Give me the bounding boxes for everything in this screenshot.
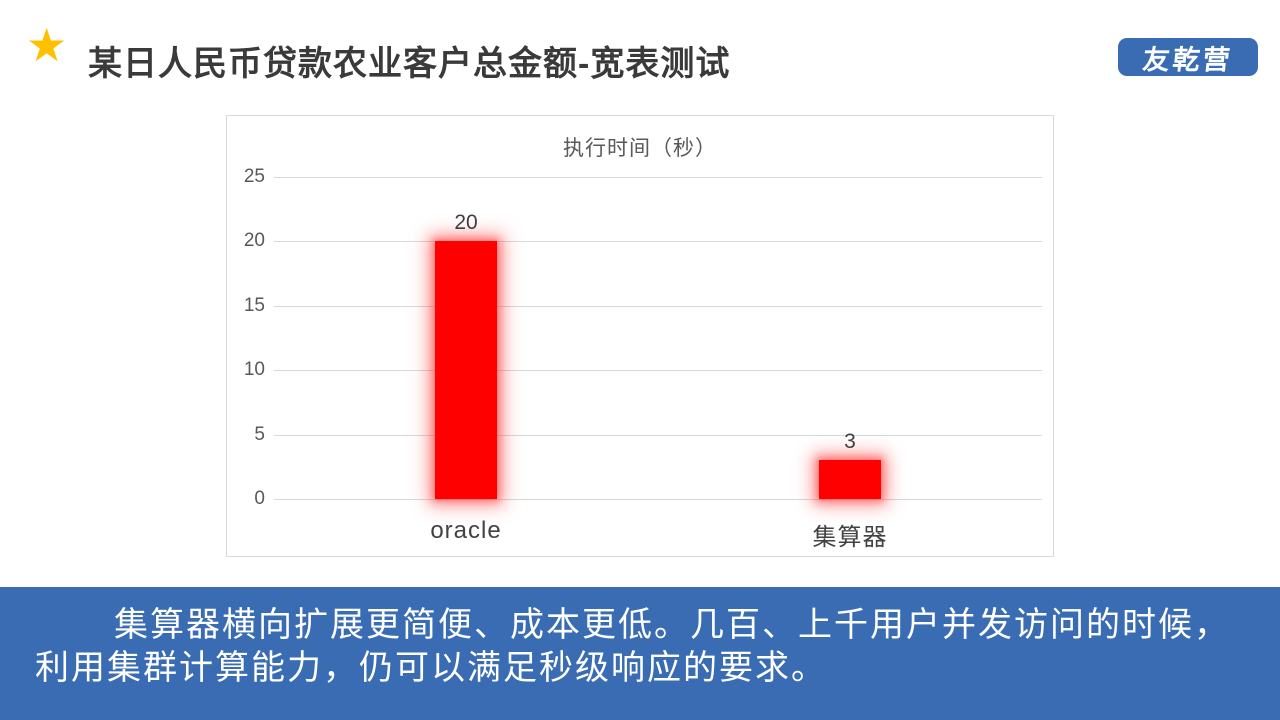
gridline-y25 — [274, 177, 1042, 178]
bar-oracle — [435, 241, 497, 499]
gridline-y20 — [274, 241, 1042, 243]
y-tick-label-20: 20 — [243, 230, 265, 252]
chart-title: 执行时间（秒） — [563, 137, 717, 160]
y-tick-label-10: 10 — [243, 359, 265, 381]
brand-badge: 友乾营 — [1118, 38, 1258, 76]
y-tick-label-25: 25 — [243, 166, 265, 187]
bar-集算器 — [819, 460, 881, 499]
page-title: 某日人民币贷款农业客户总金额-宽表测试 — [88, 45, 731, 83]
gridline-y15 — [274, 305, 1042, 307]
value-label-oracle: 20 — [454, 211, 478, 235]
y-tick-label-15: 15 — [243, 294, 265, 316]
star-icon: ★ — [26, 19, 68, 71]
y-tick-label-5: 5 — [254, 423, 265, 445]
chart-panel: 执行时间（秒） 0 5 10 15 20 25 20 oracle 3 集算器 — [226, 115, 1054, 557]
category-label-oracle: oracle — [430, 517, 502, 544]
category-label-集算器: 集算器 — [812, 524, 888, 551]
gridline-y5 — [274, 434, 1042, 436]
brand-badge-label: 友乾营 — [1141, 44, 1235, 75]
gridline-y0 — [274, 499, 1042, 500]
footer-text-line2: 利用集群计算能力，仍可以满足秒级响应的要求。 — [35, 649, 827, 687]
footer-banner: 集算器横向扩展更简便、成本更低。几百、上千用户并发访问的时候， 利用集群计算能力… — [0, 587, 1280, 720]
y-tick-label-0: 0 — [254, 488, 265, 509]
footer-text-line1: 集算器横向扩展更简便、成本更低。几百、上千用户并发访问的时候， — [114, 606, 1230, 644]
value-label-集算器: 3 — [844, 430, 856, 454]
gridline-y10 — [274, 370, 1042, 372]
